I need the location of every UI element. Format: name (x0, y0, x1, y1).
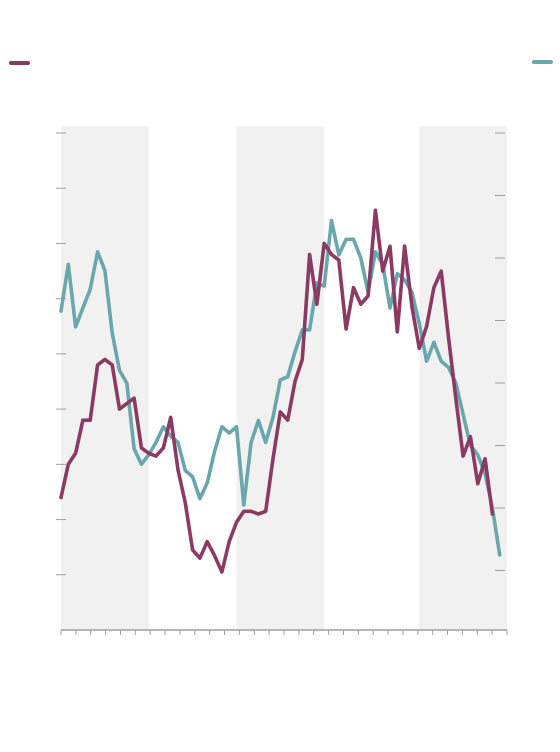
right-axis-ticks (495, 132, 505, 571)
series-b-line (59, 218, 502, 557)
left-axis-ticks (56, 132, 66, 576)
shaded-band (419, 126, 507, 630)
legend-swatch-series-b (532, 60, 553, 64)
series-a-line (59, 208, 495, 574)
series-lines (59, 208, 502, 574)
shaded-band (61, 126, 149, 630)
legend-swatch-series-a (9, 61, 30, 65)
x-axis (60, 629, 508, 635)
